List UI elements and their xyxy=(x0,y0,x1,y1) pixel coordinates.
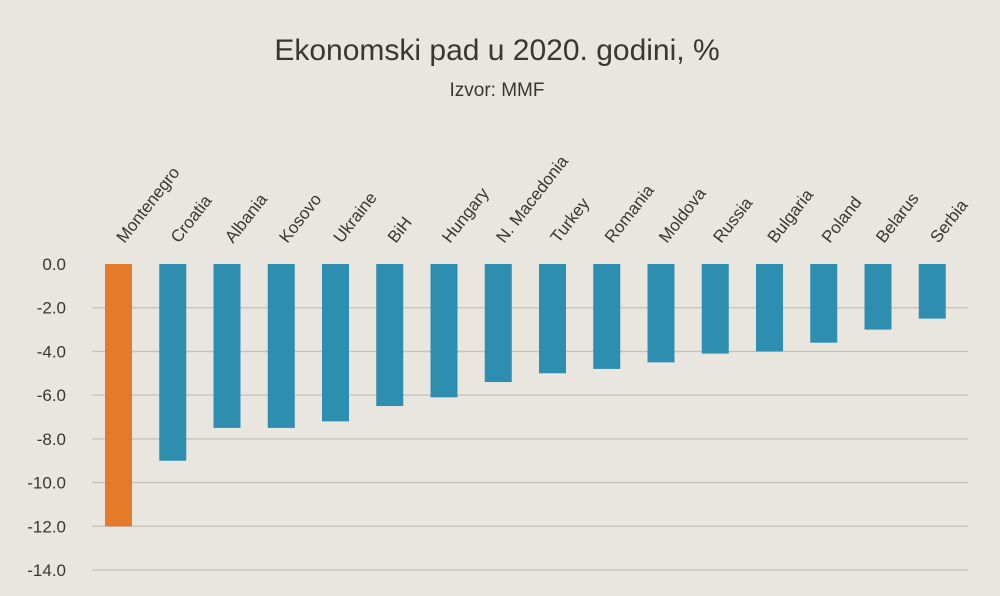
category-label: Moldova xyxy=(655,184,710,247)
category-label: BiH xyxy=(384,213,416,246)
bar-n-macedonia xyxy=(484,264,512,383)
category-label: Hungary xyxy=(438,184,493,247)
bar-belarus xyxy=(864,264,892,330)
category-label: Bulgaria xyxy=(764,185,818,246)
category-label: Poland xyxy=(818,193,866,246)
y-tick-label: -14.0 xyxy=(27,561,66,580)
y-tick-label: -12.0 xyxy=(27,517,66,536)
category-label: Albania xyxy=(221,190,271,247)
bar-kosovo xyxy=(267,264,295,428)
y-tick-label: -10.0 xyxy=(27,474,66,493)
bar-ukraine xyxy=(322,264,349,422)
bar-hungary xyxy=(430,264,458,398)
y-tick-label: -4.0 xyxy=(37,342,66,361)
y-tick-label: -2.0 xyxy=(37,299,66,318)
category-label: Romania xyxy=(601,181,658,247)
bar-montenegro xyxy=(105,264,132,527)
chart-title: Ekonomski pad u 2020. godini, % xyxy=(274,34,719,67)
bar-russia xyxy=(701,264,729,354)
bar-serbia xyxy=(918,264,946,319)
bar-turkey xyxy=(539,264,566,374)
bars xyxy=(105,264,946,527)
category-label: Serbia xyxy=(926,196,972,247)
chart-subtitle: Izvor: MMF xyxy=(450,80,545,101)
y-axis-ticks: 0.0 -2.0 -4.0 -6.0 -8.0 -10.0 -12.0 -14.0 xyxy=(27,255,66,580)
bar-bih xyxy=(376,264,404,407)
category-label: Russia xyxy=(709,193,756,246)
bar-moldova xyxy=(647,264,675,363)
bar-bulgaria xyxy=(756,264,783,352)
y-tick-label: -8.0 xyxy=(37,430,66,449)
bar-poland xyxy=(810,264,838,343)
category-label: Kosovo xyxy=(275,190,325,246)
y-tick-label: -6.0 xyxy=(37,386,66,405)
bar-albania xyxy=(213,264,241,428)
y-tick-label: 0.0 xyxy=(42,255,66,274)
category-label: Croatia xyxy=(167,191,216,246)
category-label: Belarus xyxy=(872,189,922,246)
category-label: Turkey xyxy=(547,194,594,247)
bar-romania xyxy=(593,264,621,369)
bar-croatia xyxy=(159,264,187,461)
category-label: Ukraine xyxy=(330,189,381,247)
